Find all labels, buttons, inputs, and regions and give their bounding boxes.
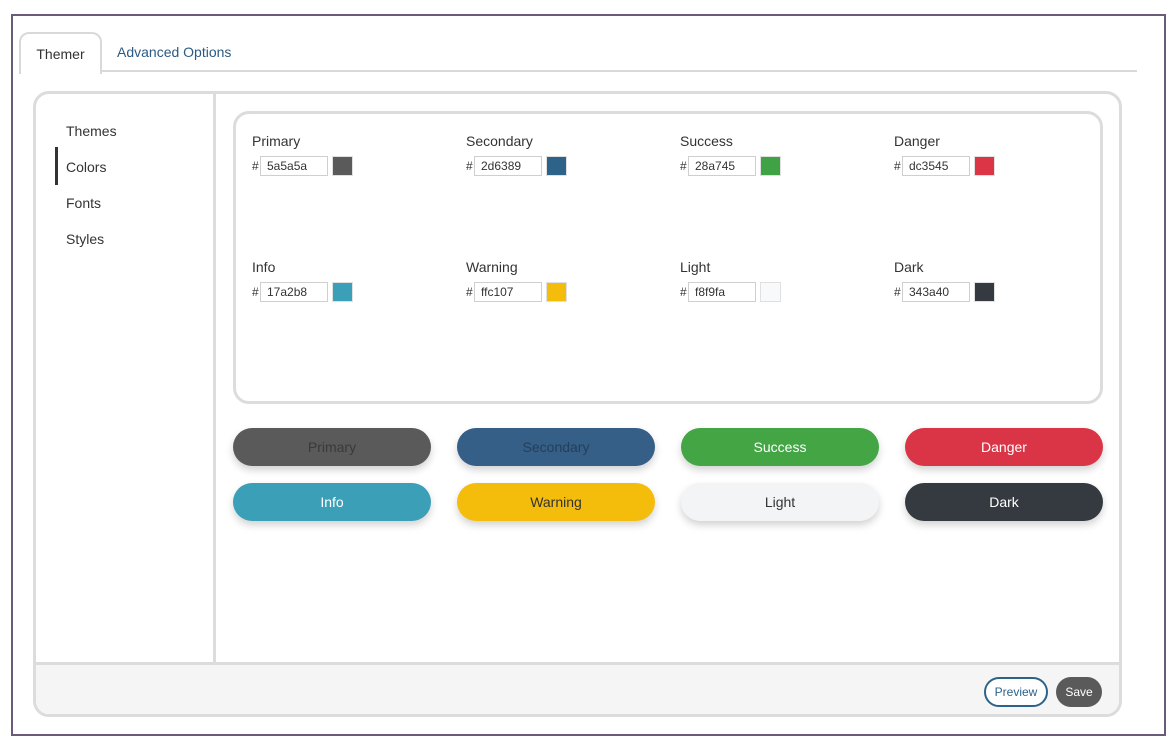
save-button[interactable]: Save — [1056, 677, 1102, 707]
info-preview-button[interactable]: Info — [233, 483, 431, 521]
tab-advanced-options[interactable]: Advanced Options — [117, 44, 232, 60]
color-label: Info — [252, 259, 276, 275]
color-success: Success # — [680, 133, 880, 193]
success-hex-input[interactable] — [688, 156, 756, 176]
primary-hex-input[interactable] — [260, 156, 328, 176]
themer-panel: Themes Colors Fonts Styles Primary # Sec… — [33, 91, 1122, 717]
secondary-swatch[interactable] — [546, 156, 567, 176]
hash-symbol: # — [680, 285, 687, 299]
hash-symbol: # — [252, 285, 259, 299]
sidebar-item-colors[interactable]: Colors — [66, 159, 107, 175]
light-preview-button[interactable]: Light — [681, 483, 879, 521]
success-preview-button[interactable]: Success — [681, 428, 879, 466]
hash-symbol: # — [894, 159, 901, 173]
color-label: Primary — [252, 133, 301, 149]
hash-symbol: # — [252, 159, 259, 173]
dark-swatch[interactable] — [974, 282, 995, 302]
primary-preview-button[interactable]: Primary — [233, 428, 431, 466]
warning-preview-button[interactable]: Warning — [457, 483, 655, 521]
color-light: Light # — [680, 259, 880, 319]
info-swatch[interactable] — [332, 282, 353, 302]
tab-bar: Themer Advanced Options — [19, 32, 1137, 74]
warning-swatch[interactable] — [546, 282, 567, 302]
hash-symbol: # — [466, 159, 473, 173]
light-hex-input[interactable] — [688, 282, 756, 302]
color-label: Light — [680, 259, 711, 275]
sidebar-item-styles[interactable]: Styles — [66, 231, 105, 247]
sidebar: Themes Colors Fonts Styles — [36, 94, 216, 662]
dark-preview-button[interactable]: Dark — [905, 483, 1103, 521]
hash-symbol: # — [466, 285, 473, 299]
app-frame: Themer Advanced Options Themes Colors Fo… — [11, 14, 1166, 736]
tab-themer[interactable]: Themer — [19, 32, 102, 74]
color-danger: Danger # — [894, 133, 1094, 193]
primary-swatch[interactable] — [332, 156, 353, 176]
color-secondary: Secondary # — [466, 133, 666, 193]
info-hex-input[interactable] — [260, 282, 328, 302]
color-settings-box: Primary # Secondary # Success # Danger # — [233, 111, 1103, 404]
sidebar-item-themes[interactable]: Themes — [66, 123, 117, 139]
color-label: Dark — [894, 259, 924, 275]
dark-hex-input[interactable] — [902, 282, 970, 302]
color-info: Info # — [252, 259, 452, 319]
color-dark: Dark # — [894, 259, 1094, 319]
color-warning: Warning # — [466, 259, 666, 319]
color-label: Secondary — [466, 133, 533, 149]
sidebar-item-fonts[interactable]: Fonts — [66, 195, 102, 211]
secondary-preview-button[interactable]: Secondary — [457, 428, 655, 466]
color-primary: Primary # — [252, 133, 452, 193]
hash-symbol: # — [680, 159, 687, 173]
hash-symbol: # — [894, 285, 901, 299]
panel-footer: Preview Save — [36, 662, 1119, 714]
color-label: Success — [680, 133, 733, 149]
secondary-hex-input[interactable] — [474, 156, 542, 176]
success-swatch[interactable] — [760, 156, 781, 176]
danger-hex-input[interactable] — [902, 156, 970, 176]
danger-preview-button[interactable]: Danger — [905, 428, 1103, 466]
color-label: Warning — [466, 259, 518, 275]
warning-hex-input[interactable] — [474, 282, 542, 302]
danger-swatch[interactable] — [974, 156, 995, 176]
sidebar-active-indicator — [55, 147, 58, 185]
preview-button[interactable]: Preview — [984, 677, 1048, 707]
light-swatch[interactable] — [760, 282, 781, 302]
color-label: Danger — [894, 133, 940, 149]
